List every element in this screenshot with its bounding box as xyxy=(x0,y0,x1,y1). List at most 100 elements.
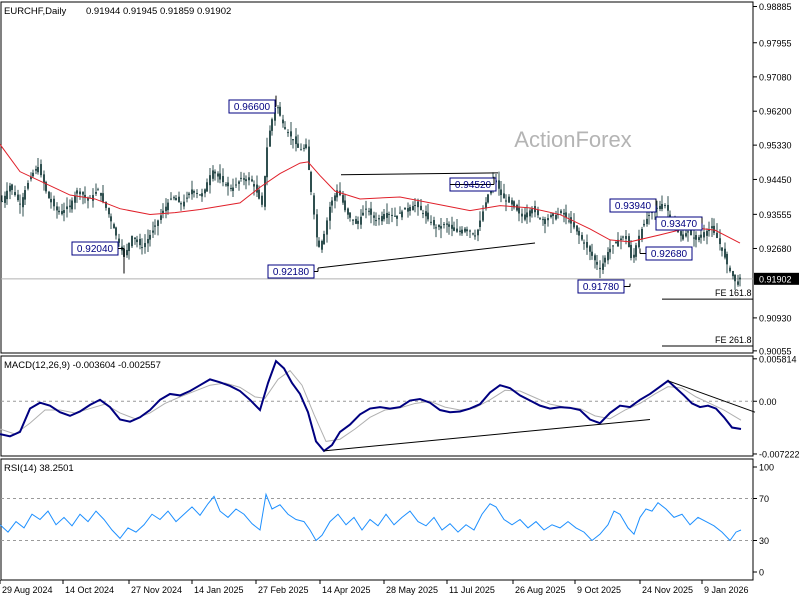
candle-body xyxy=(66,206,68,210)
candle-body xyxy=(734,274,736,282)
candle-body xyxy=(706,230,708,236)
candle-body xyxy=(422,213,424,215)
candle-body xyxy=(279,106,281,116)
candle-body xyxy=(323,233,325,245)
candle-body xyxy=(420,205,422,211)
main-y-tick-label: 0.93555 xyxy=(759,210,792,220)
candle-body xyxy=(446,223,448,225)
candle-body xyxy=(482,211,484,221)
candle-body xyxy=(695,235,697,240)
candle-body xyxy=(30,176,32,180)
x-tick-label: 28 May 2025 xyxy=(386,585,438,595)
candle-body xyxy=(87,197,89,201)
candle-body xyxy=(334,195,336,201)
candle-body xyxy=(386,212,388,218)
x-tick-label: 9 Jan 2026 xyxy=(704,585,749,595)
candle-body xyxy=(6,190,8,200)
candle-body xyxy=(100,192,102,196)
candle-body xyxy=(331,200,333,206)
candle-body xyxy=(407,208,409,212)
candle-body xyxy=(526,212,528,218)
candle-body xyxy=(240,177,242,179)
candle-body xyxy=(245,179,247,182)
candle-body xyxy=(643,223,645,226)
candle-body xyxy=(435,227,437,229)
candle-body xyxy=(110,216,112,222)
candle-body xyxy=(212,170,214,179)
candle-body xyxy=(92,195,94,201)
candle-body xyxy=(219,173,221,180)
candle-body xyxy=(578,230,580,236)
price-annotation-label: 0.92180 xyxy=(273,267,310,278)
candle-body xyxy=(266,147,268,178)
candle-body xyxy=(724,248,726,258)
candle-body xyxy=(173,197,175,199)
candle-body xyxy=(344,200,346,211)
candle-body xyxy=(193,191,195,193)
candle-body xyxy=(261,195,263,205)
candle-body xyxy=(433,220,435,226)
x-tick-label: 26 Aug 2025 xyxy=(515,585,566,595)
price-annotation-label: 0.92040 xyxy=(77,244,114,255)
candle-body xyxy=(404,207,406,210)
candle-body xyxy=(141,247,143,249)
candle-body xyxy=(300,149,302,151)
candle-body xyxy=(1,200,3,202)
candle-body xyxy=(152,230,154,233)
candle-body xyxy=(256,184,258,193)
price-annotation-label: 0.94520 xyxy=(455,180,492,191)
candle-body xyxy=(401,211,403,218)
candle-body xyxy=(253,184,255,187)
candle-body xyxy=(4,195,6,203)
candle-body xyxy=(95,192,97,194)
candle-body xyxy=(32,172,34,177)
main-trendline xyxy=(340,172,499,176)
candle-body xyxy=(591,251,593,256)
candle-body xyxy=(357,220,359,224)
candle-body xyxy=(641,228,643,240)
candle-body xyxy=(84,194,86,198)
candle-body xyxy=(521,213,523,217)
main-y-tick-label: 0.90055 xyxy=(759,346,792,356)
candle-body xyxy=(222,176,224,183)
candle-body xyxy=(349,212,351,218)
fe-level-label: FE 261.8 xyxy=(715,335,752,345)
candle-body xyxy=(469,230,471,232)
candle-body xyxy=(204,189,206,194)
candle-body xyxy=(160,215,162,220)
candle-body xyxy=(461,229,463,234)
candle-body xyxy=(225,184,227,186)
candle-body xyxy=(573,222,575,228)
candle-body xyxy=(227,182,229,187)
candle-body xyxy=(552,213,554,217)
candle-body xyxy=(602,263,604,270)
candle-body xyxy=(508,196,510,203)
candle-body xyxy=(326,220,328,235)
candle-body xyxy=(352,219,354,221)
candle-body xyxy=(37,167,39,173)
candle-body xyxy=(721,247,723,251)
candle-body xyxy=(438,224,440,228)
candle-body xyxy=(664,205,666,207)
candle-body xyxy=(648,215,650,217)
candle-body xyxy=(630,244,632,258)
candle-body xyxy=(669,214,671,217)
candle-body xyxy=(474,235,476,237)
candle-body xyxy=(604,257,606,263)
candle-body xyxy=(620,238,622,241)
candle-body xyxy=(269,130,271,147)
candle-body xyxy=(570,217,572,224)
candle-body xyxy=(355,219,357,224)
candle-body xyxy=(700,234,702,238)
candle-body xyxy=(453,227,455,231)
candle-body xyxy=(186,197,188,199)
x-tick-label: 9 Oct 2025 xyxy=(577,585,621,595)
main-trendline xyxy=(317,242,536,269)
rsi-y-tick-label: 0 xyxy=(759,568,764,578)
candle-body xyxy=(414,205,416,207)
candle-body xyxy=(529,210,531,217)
candle-body xyxy=(11,184,13,190)
macd-y-tick-label: -0.007222 xyxy=(759,449,800,459)
candle-body xyxy=(196,193,198,195)
candle-body xyxy=(698,237,700,241)
